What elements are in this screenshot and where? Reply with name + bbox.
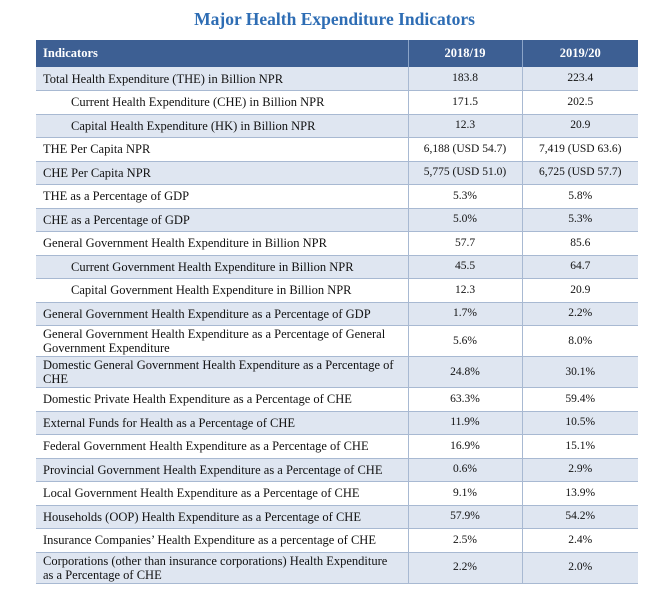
document-title: Major Health Expenditure Indicators xyxy=(194,9,475,29)
table-row: General Government Health Expenditure as… xyxy=(36,302,638,326)
value-2019-20: 13.9% xyxy=(522,481,638,506)
table-row: Total Health Expenditure (THE) in Billio… xyxy=(36,67,638,91)
value-2019-20: 85.6 xyxy=(522,231,638,256)
table-row: Corporations (other than insurance corpo… xyxy=(36,552,638,584)
indicator-label: Insurance Companies’ Health Expenditure … xyxy=(36,528,409,553)
table-row: Insurance Companies’ Health Expenditure … xyxy=(36,528,638,553)
table-header-row: Indicators 2018/19 2019/20 xyxy=(36,40,638,67)
table-row: CHE as a Percentage of GDP 5.0% 5.3% xyxy=(36,208,638,232)
table-row: Federal Government Health Expenditure as… xyxy=(36,434,638,459)
indicator-label: CHE as a Percentage of GDP xyxy=(36,208,409,232)
value-2018-19: 11.9% xyxy=(408,411,523,435)
value-2018-19: 57.7 xyxy=(408,231,523,256)
value-2019-20: 20.9 xyxy=(522,114,638,138)
table-row: Capital Government Health Expenditure in… xyxy=(36,278,638,303)
table-row: Domestic Private Health Expenditure as a… xyxy=(36,387,638,412)
value-2019-20: 2.2% xyxy=(522,302,638,326)
value-2019-20: 59.4% xyxy=(522,387,638,412)
value-2018-19: 0.6% xyxy=(408,458,523,482)
indicator-label: General Government Health Expenditure in… xyxy=(36,231,409,256)
table-row: CHE Per Capita NPR 5,775 (USD 51.0) 6,72… xyxy=(36,161,638,185)
header-year-2018-19: 2018/19 xyxy=(408,40,523,67)
value-2019-20: 223.4 xyxy=(522,67,638,91)
value-2019-20: 8.0% xyxy=(522,325,638,357)
value-2019-20: 20.9 xyxy=(522,278,638,303)
value-2018-19: 2.2% xyxy=(408,552,523,584)
value-2019-20: 64.7 xyxy=(522,255,638,279)
value-2019-20: 7,419 (USD 63.6) xyxy=(522,137,638,162)
indicator-label: Total Health Expenditure (THE) in Billio… xyxy=(36,67,409,91)
value-2019-20: 5.3% xyxy=(522,208,638,232)
table-row: Households (OOP) Health Expenditure as a… xyxy=(36,505,638,529)
value-2018-19: 1.7% xyxy=(408,302,523,326)
indicator-label: Provincial Government Health Expenditure… xyxy=(36,458,409,482)
value-2018-19: 5.3% xyxy=(408,184,523,209)
value-2018-19: 45.5 xyxy=(408,255,523,279)
table-row: Current Health Expenditure (CHE) in Bill… xyxy=(36,90,638,115)
value-2018-19: 12.3 xyxy=(408,114,523,138)
table-row: Provincial Government Health Expenditure… xyxy=(36,458,638,482)
value-2018-19: 57.9% xyxy=(408,505,523,529)
value-2019-20: 2.9% xyxy=(522,458,638,482)
header-indicators: Indicators xyxy=(36,40,409,67)
table-row: Capital Health Expenditure (HK) in Billi… xyxy=(36,114,638,138)
value-2018-19: 171.5 xyxy=(408,90,523,115)
table-row: Current Government Health Expenditure in… xyxy=(36,255,638,279)
table-row: External Funds for Health as a Percentag… xyxy=(36,411,638,435)
value-2018-19: 5.6% xyxy=(408,325,523,357)
value-2018-19: 2.5% xyxy=(408,528,523,553)
value-2019-20: 2.0% xyxy=(522,552,638,584)
value-2018-19: 183.8 xyxy=(408,67,523,91)
indicator-label: CHE Per Capita NPR xyxy=(36,161,409,185)
value-2018-19: 63.3% xyxy=(408,387,523,412)
indicator-label: Households (OOP) Health Expenditure as a… xyxy=(36,505,409,529)
value-2019-20: 10.5% xyxy=(522,411,638,435)
value-2018-19: 5.0% xyxy=(408,208,523,232)
indicator-label: Federal Government Health Expenditure as… xyxy=(36,434,409,459)
table-row: Domestic General Government Health Expen… xyxy=(36,356,638,388)
value-2018-19: 16.9% xyxy=(408,434,523,459)
indicator-label: Current Government Health Expenditure in… xyxy=(36,255,409,279)
value-2019-20: 54.2% xyxy=(522,505,638,529)
indicator-label: Capital Government Health Expenditure in… xyxy=(36,278,409,303)
indicator-label: Local Government Health Expenditure as a… xyxy=(36,481,409,506)
table-row: THE Per Capita NPR 6,188 (USD 54.7) 7,41… xyxy=(36,137,638,162)
health-expenditure-table: Indicators 2018/19 2019/20 Total Health … xyxy=(36,40,638,584)
table-row: General Government Health Expenditure in… xyxy=(36,231,638,256)
indicator-label: External Funds for Health as a Percentag… xyxy=(36,411,409,435)
value-2019-20: 15.1% xyxy=(522,434,638,459)
indicator-label: THE as a Percentage of GDP xyxy=(36,184,409,209)
value-2019-20: 202.5 xyxy=(522,90,638,115)
indicator-label: General Government Health Expenditure as… xyxy=(36,302,409,326)
value-2018-19: 5,775 (USD 51.0) xyxy=(408,161,523,185)
indicator-label: Domestic General Government Health Expen… xyxy=(36,356,409,388)
indicator-label: General Government Health Expenditure as… xyxy=(36,325,409,357)
value-2018-19: 6,188 (USD 54.7) xyxy=(408,137,523,162)
table-row: THE as a Percentage of GDP 5.3% 5.8% xyxy=(36,184,638,209)
value-2019-20: 5.8% xyxy=(522,184,638,209)
indicator-label: Current Health Expenditure (CHE) in Bill… xyxy=(36,90,409,115)
indicator-label: Domestic Private Health Expenditure as a… xyxy=(36,387,409,412)
value-2018-19: 12.3 xyxy=(408,278,523,303)
header-year-2019-20: 2019/20 xyxy=(559,46,601,60)
indicator-label: Capital Health Expenditure (HK) in Billi… xyxy=(36,114,409,138)
value-2018-19: 9.1% xyxy=(408,481,523,506)
indicator-label: THE Per Capita NPR xyxy=(36,137,409,162)
value-2018-19: 24.8% xyxy=(408,356,523,388)
value-2019-20: 6,725 (USD 57.7) xyxy=(522,161,638,185)
value-2019-20: 30.1% xyxy=(522,356,638,388)
table-row: General Government Health Expenditure as… xyxy=(36,325,638,357)
indicator-label: Corporations (other than insurance corpo… xyxy=(36,552,409,584)
table-row: Local Government Health Expenditure as a… xyxy=(36,481,638,506)
value-2019-20: 2.4% xyxy=(522,528,638,553)
